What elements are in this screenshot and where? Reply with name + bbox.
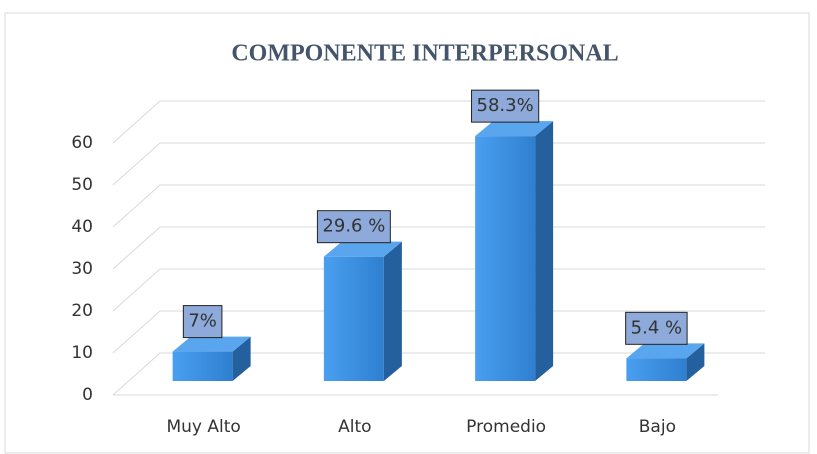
- grid-line: [112, 352, 765, 396]
- grid-line: [112, 310, 765, 354]
- data-label: 5.4 %: [631, 317, 682, 338]
- bar: [323, 256, 384, 381]
- x-tick-label: Muy Alto: [166, 417, 240, 437]
- bar-side: [383, 241, 402, 381]
- bar-side: [686, 343, 705, 381]
- data-label: 58.3%: [477, 95, 534, 116]
- y-tick-label: 20: [71, 301, 93, 321]
- chart-border: [4, 12, 810, 454]
- data-label-box: [625, 311, 688, 345]
- y-tick-label: 40: [71, 217, 93, 237]
- data-label: 7%: [188, 311, 217, 332]
- bar: [475, 136, 536, 381]
- grid-line: [112, 100, 765, 144]
- data-label-box: [182, 305, 223, 339]
- chart-title: COMPONENTE INTERPERSONAL: [231, 41, 618, 67]
- grid-line: [112, 142, 765, 186]
- bar-side: [232, 336, 251, 381]
- grid-line: [112, 184, 765, 228]
- bar-top: [475, 121, 554, 137]
- y-tick-label: 50: [71, 175, 93, 195]
- bar-top: [172, 336, 251, 352]
- data-label: 29.6 %: [322, 216, 385, 237]
- y-tick-label: 10: [71, 343, 93, 363]
- x-tick-label: Promedio: [466, 417, 546, 437]
- bar: [172, 351, 233, 381]
- bar-top: [323, 241, 402, 257]
- grid-line: [112, 226, 765, 270]
- x-tick-label: Alto: [338, 417, 371, 437]
- data-label-box: [316, 210, 391, 244]
- y-tick-label: 60: [71, 133, 93, 153]
- y-tick-label: 30: [71, 259, 93, 279]
- bar-side: [535, 121, 554, 381]
- grid-line: [112, 268, 765, 312]
- bar: [626, 358, 687, 381]
- x-tick-label: Bajo: [639, 417, 676, 437]
- y-tick-label: 0: [82, 385, 93, 405]
- bar-top: [626, 343, 705, 359]
- data-label-box: [471, 89, 540, 123]
